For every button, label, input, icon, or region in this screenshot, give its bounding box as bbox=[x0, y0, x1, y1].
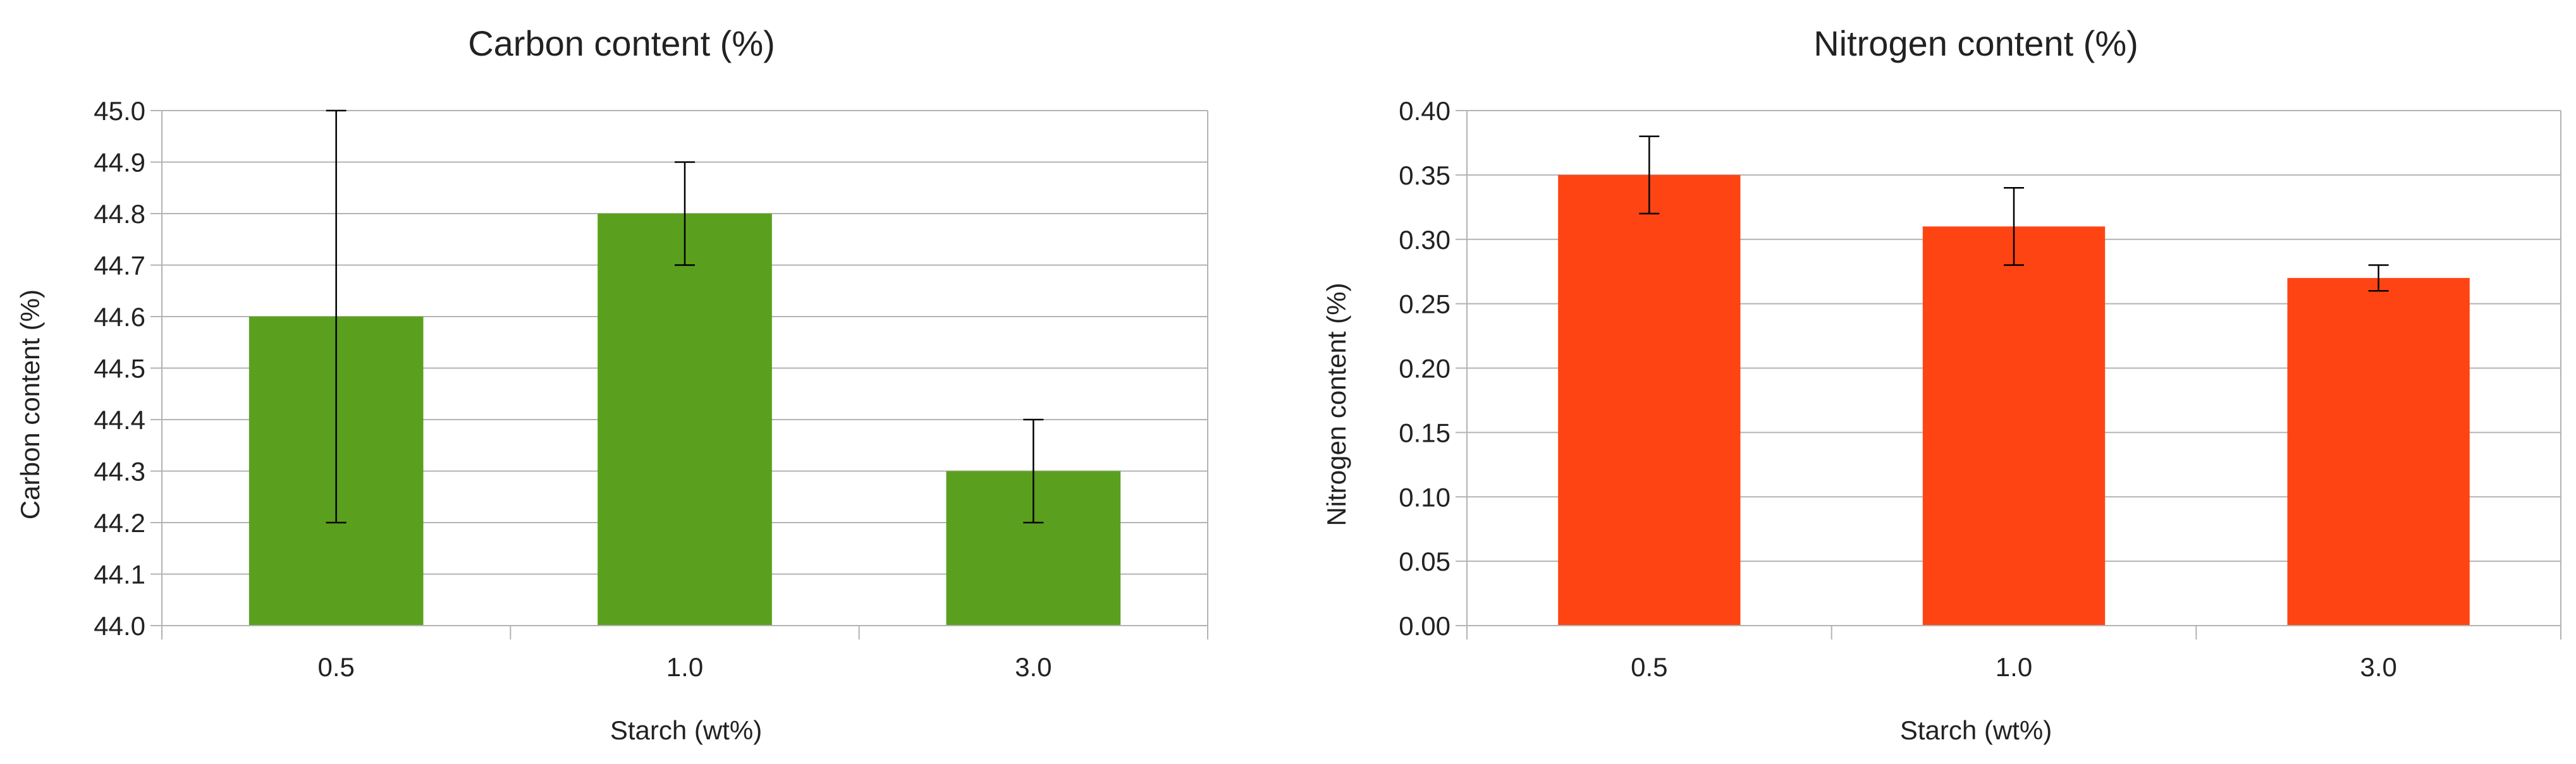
carbon-x-tick-label: 0.5 bbox=[317, 652, 354, 682]
carbon-error-bar-1.0 bbox=[675, 161, 695, 266]
nitrogen-chart-title: Nitrogen content (%) bbox=[1813, 23, 2138, 63]
nitrogen-bar-1.0 bbox=[1922, 226, 2106, 626]
carbon-y-tick-label: 44.5 bbox=[94, 354, 145, 384]
nitrogen-error-bar-3.0 bbox=[2368, 264, 2389, 292]
nitrogen-y-axis-label: Nitrogen content (%) bbox=[1322, 282, 1351, 526]
nitrogen-error-bars bbox=[1639, 135, 2389, 292]
carbon-y-axis-label: Carbon content (%) bbox=[15, 289, 45, 519]
nitrogen-x-tick-label: 1.0 bbox=[1996, 652, 2032, 682]
nitrogen-y-tick-label: 0.00 bbox=[1399, 611, 1451, 641]
nitrogen-error-bar-1.0 bbox=[2004, 187, 2024, 266]
carbon-y-tick-label: 44.7 bbox=[94, 251, 145, 281]
carbon-chart-title: Carbon content (%) bbox=[468, 23, 775, 63]
nitrogen-y-tick-label: 0.05 bbox=[1399, 547, 1451, 576]
carbon-bar-1.0 bbox=[598, 214, 772, 626]
carbon-y-tick-label: 44.8 bbox=[94, 199, 145, 229]
carbon-x-tick-labels: 0.5 1.0 3.0 bbox=[317, 652, 1052, 682]
nitrogen-y-tick-label: 0.15 bbox=[1399, 418, 1451, 447]
carbon-chart: Carbon content (%) Carbon content (%) St… bbox=[15, 23, 1208, 745]
carbon-y-tick-label: 44.1 bbox=[94, 560, 145, 590]
carbon-y-tick-label: 44.6 bbox=[94, 302, 145, 332]
carbon-error-bars bbox=[326, 109, 1044, 524]
carbon-y-tick-labels: 44.0 44.1 44.2 44.3 44.4 44.5 44.6 44.7 44.8 44.9… bbox=[94, 96, 145, 641]
carbon-y-tick-label: 45.0 bbox=[94, 96, 145, 126]
nitrogen-x-tick-label: 0.5 bbox=[1631, 652, 1667, 682]
nitrogen-bars bbox=[1558, 174, 2470, 626]
nitrogen-y-tick-label: 0.30 bbox=[1399, 225, 1451, 255]
nitrogen-x-axis-label: Starch (wt%) bbox=[1900, 715, 2052, 745]
nitrogen-y-tick-labels: 0.00 0.05 0.10 0.15 0.20 0.25 0.30 0.35 0.40 bbox=[1399, 96, 1451, 641]
carbon-x-tick-label: 3.0 bbox=[1015, 652, 1052, 682]
nitrogen-y-tick-label: 0.25 bbox=[1399, 289, 1451, 319]
carbon-y-tick-label: 44.4 bbox=[94, 405, 145, 435]
carbon-axes bbox=[150, 110, 1208, 640]
nitrogen-bar-0.5 bbox=[1558, 174, 1741, 626]
nitrogen-chart: Nitrogen content (%) Nitrogen content (%… bbox=[1322, 23, 2561, 745]
carbon-x-axis-label: Starch (wt%) bbox=[610, 715, 762, 745]
carbon-y-tick-label: 44.3 bbox=[94, 457, 145, 487]
nitrogen-bar-3.0 bbox=[2287, 277, 2470, 626]
carbon-y-tick-label: 44.0 bbox=[94, 611, 145, 641]
nitrogen-y-tick-label: 0.20 bbox=[1399, 354, 1451, 384]
carbon-y-tick-label: 44.2 bbox=[94, 508, 145, 538]
nitrogen-y-tick-label: 0.10 bbox=[1399, 482, 1451, 512]
carbon-y-tick-label: 44.9 bbox=[94, 148, 145, 178]
nitrogen-x-tick-labels: 0.5 1.0 3.0 bbox=[1631, 652, 2397, 682]
nitrogen-axes bbox=[1456, 110, 2561, 640]
carbon-x-tick-label: 1.0 bbox=[666, 652, 703, 682]
carbon-error-bar-3.0 bbox=[1023, 418, 1044, 524]
carbon-error-bar-0.5 bbox=[326, 109, 347, 524]
nitrogen-x-tick-label: 3.0 bbox=[2360, 652, 2396, 682]
nitrogen-error-bar-0.5 bbox=[1639, 135, 1660, 215]
nitrogen-y-tick-label: 0.40 bbox=[1399, 96, 1451, 126]
nitrogen-y-tick-label: 0.35 bbox=[1399, 161, 1451, 190]
